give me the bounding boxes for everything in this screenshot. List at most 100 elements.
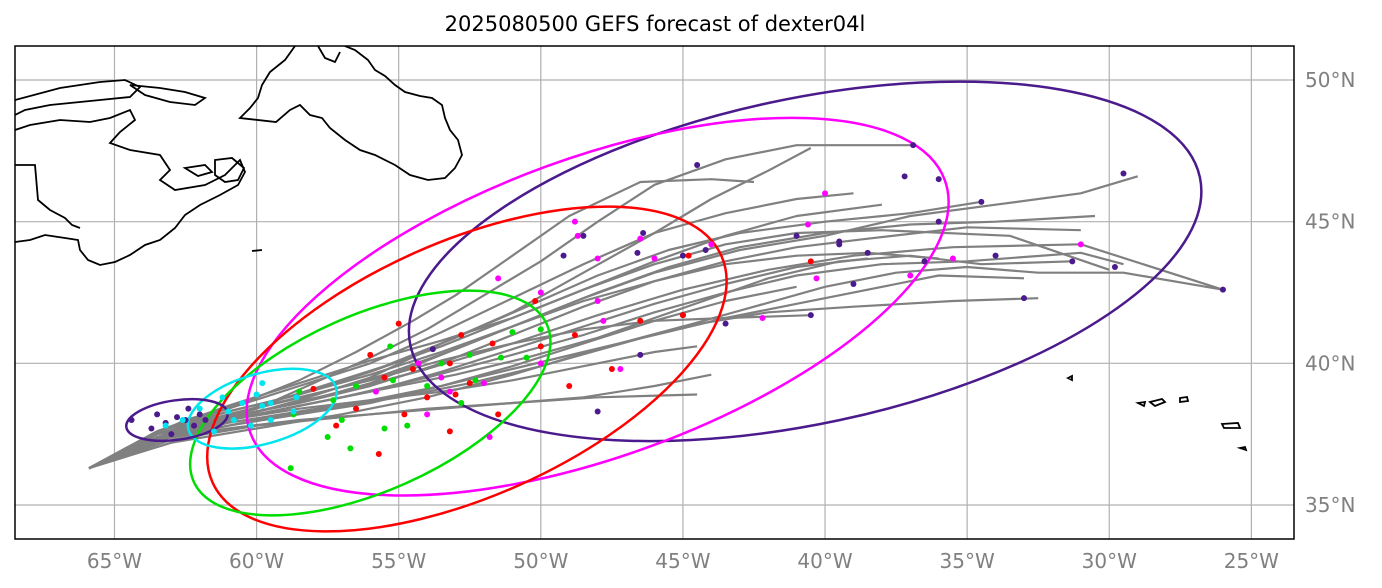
position-magenta [907, 272, 914, 279]
position-green [466, 351, 473, 358]
position-purple [1120, 170, 1127, 177]
position-green [387, 343, 394, 350]
position-magenta [486, 434, 493, 440]
position-purple [202, 417, 209, 423]
lon-tick-label: 55°W [371, 549, 426, 573]
lon-tick-label: 60°W [229, 549, 284, 573]
lon-tick-label: 45°W [655, 549, 710, 573]
ensemble-track [88, 203, 883, 470]
position-magenta [438, 374, 445, 381]
position-purple [191, 422, 198, 429]
coastline-pei [182, 164, 214, 177]
position-purple [702, 247, 709, 253]
position-red [807, 258, 814, 265]
ensemble-track [88, 175, 1139, 470]
position-magenta [600, 317, 607, 324]
position-green [347, 445, 354, 452]
position-red [571, 332, 578, 338]
position-red [424, 394, 431, 401]
position-red [566, 383, 573, 389]
position-purple [901, 173, 908, 180]
ensemble-track [88, 297, 1039, 470]
position-purple [637, 351, 644, 358]
uncertainty-ellipses [125, 80, 1203, 533]
position-magenta [617, 366, 624, 372]
position-purple [836, 241, 843, 248]
coastline-newfoundland [238, 46, 463, 181]
position-green [523, 354, 530, 361]
position-magenta [480, 380, 487, 387]
lat-tick-label: 40°N [1305, 351, 1355, 375]
position-purple [1219, 286, 1226, 293]
position-purple [580, 232, 587, 239]
position-purple [640, 230, 647, 236]
coastline-anticosti [129, 84, 208, 106]
position-green [330, 397, 337, 404]
position-green [296, 388, 303, 395]
lat-tick-label: 35°N [1305, 493, 1355, 517]
position-red [446, 360, 453, 367]
position-purple [1020, 295, 1027, 302]
ensemble-track [88, 192, 854, 470]
ensemble-track [88, 229, 1110, 470]
ensemble-track [88, 226, 1081, 470]
position-cyan [210, 428, 217, 435]
position-red [495, 411, 502, 418]
lat-tick-label: 50°N [1305, 68, 1355, 92]
position-red [452, 391, 459, 398]
position-cyan [290, 408, 297, 415]
position-magenta [822, 190, 829, 197]
position-green [353, 383, 360, 389]
position-purple [128, 417, 135, 423]
position-cyan [267, 417, 274, 423]
position-red [401, 411, 408, 418]
position-cyan [247, 422, 254, 429]
position-magenta [495, 275, 502, 282]
ellipse-magenta [245, 116, 950, 497]
position-red [367, 351, 374, 358]
position-magenta [446, 388, 453, 395]
position-red [679, 312, 686, 319]
position-purple [679, 252, 686, 259]
lon-tick-label: 40°W [797, 549, 852, 573]
position-cyan [239, 400, 246, 406]
position-magenta [574, 232, 581, 239]
coastlines [15, 46, 1248, 452]
position-red [381, 374, 388, 381]
chart-title: 2025080500 GEFS forecast of dexter04l [444, 12, 866, 36]
position-purple [864, 249, 871, 256]
position-magenta [415, 360, 422, 367]
position-green [338, 417, 345, 423]
position-cyan [162, 422, 169, 429]
position-cyan [259, 380, 266, 387]
ellipse-green [188, 289, 552, 517]
position-purple [694, 162, 701, 168]
position-magenta [813, 275, 820, 282]
position-magenta [949, 255, 956, 262]
position-green [381, 425, 388, 432]
position-cyan [253, 391, 260, 398]
position-green [390, 377, 397, 384]
position-magenta [372, 388, 379, 395]
position-magenta [571, 218, 578, 225]
position-purple [807, 312, 814, 319]
position-magenta [651, 255, 658, 262]
position-purple [429, 346, 436, 353]
position-magenta [537, 360, 544, 367]
position-magenta [637, 235, 644, 242]
position-purple [850, 281, 857, 287]
position-green [438, 360, 445, 367]
lon-tick-label: 25°W [1224, 549, 1279, 573]
position-cyan [230, 417, 237, 423]
position-purple [722, 320, 729, 327]
position-magenta [594, 255, 601, 262]
position-green [472, 377, 479, 384]
axis-tick-labels: 65°W 60°W 55°W 50°W 45°W 40°W 35°W 30°W 25°W 35°N… [87, 68, 1356, 573]
position-purple [793, 232, 800, 239]
position-green [458, 400, 465, 406]
position-cyan [259, 402, 266, 409]
position-green [509, 329, 516, 336]
position-green [537, 326, 544, 333]
coastline-cape-breton [214, 157, 246, 183]
position-purple [1069, 258, 1076, 265]
